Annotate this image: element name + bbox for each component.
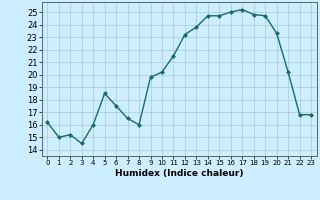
X-axis label: Humidex (Indice chaleur): Humidex (Indice chaleur) — [115, 169, 244, 178]
